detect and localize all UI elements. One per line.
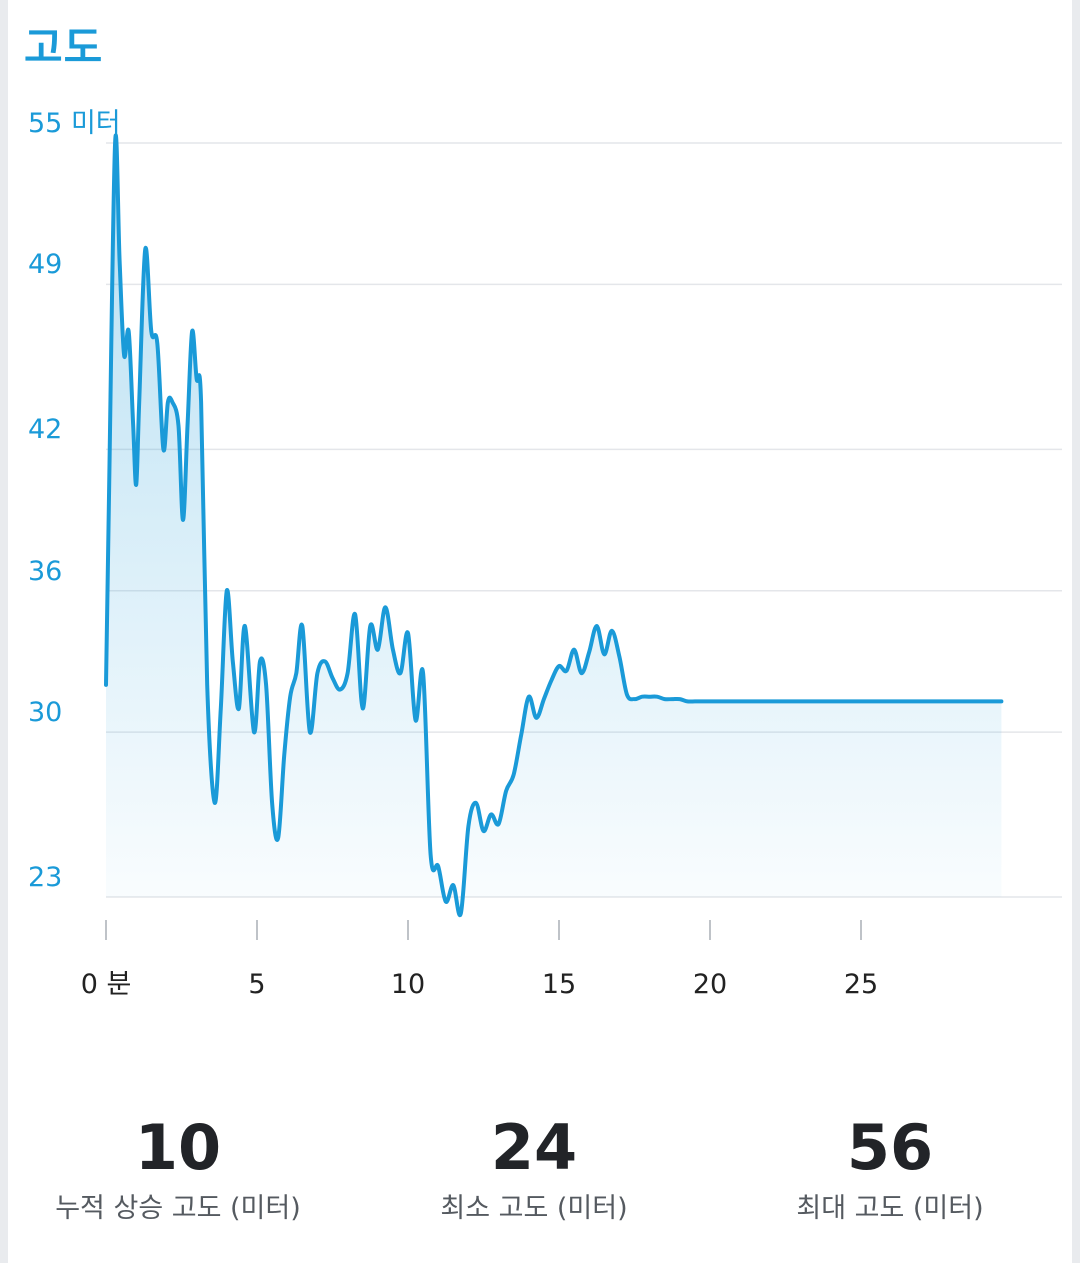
x-tick-label: 20 — [692, 969, 728, 1000]
elevation-chart — [104, 133, 1062, 940]
x-tick-label: 0 분 — [80, 969, 132, 1000]
stat-min-elevation: 24 최소 고도 (미터) — [364, 1112, 704, 1226]
stat-total-ascent: 10 누적 상승 고도 (미터) — [8, 1112, 348, 1226]
x-tick-label: 25 — [843, 969, 879, 1000]
stat-label: 최대 고도 (미터) — [796, 1193, 984, 1224]
x-tick-label: 5 — [248, 969, 266, 1000]
elevation-area-fill — [106, 135, 1002, 916]
y-tick-label: 42 — [28, 414, 63, 446]
y-tick-label: 23 — [28, 862, 63, 893]
stat-label: 누적 상승 고도 (미터) — [55, 1193, 301, 1224]
stat-max-elevation: 56 최대 고도 (미터) — [720, 1112, 1060, 1226]
stat-label: 최소 고도 (미터) — [440, 1193, 628, 1224]
elevation-line — [104, 133, 1004, 918]
stat-value: 10 — [134, 1111, 222, 1184]
y-tick-label: 49 — [28, 249, 63, 281]
x-tick-label: 15 — [541, 969, 577, 1000]
y-tick-label: 55 미터 — [28, 108, 121, 139]
elevation-card: 고도 55 미터 49 42 36 30 23 0 분 5 10 15 20 25 10 누적 상승… — [8, 0, 1072, 1263]
x-tick-label: 10 — [390, 969, 426, 1000]
y-tick-label: 30 — [28, 697, 63, 729]
stat-value: 56 — [846, 1111, 934, 1184]
x-tick-marks — [105, 920, 862, 940]
y-tick-label: 36 — [28, 555, 63, 587]
section-title: 고도 — [24, 23, 104, 72]
area-layer — [104, 133, 1004, 918]
stats-row: 10 누적 상승 고도 (미터) 24 최소 고도 (미터) 56 최대 고도 … — [8, 1112, 1072, 1242]
stat-value: 24 — [490, 1111, 578, 1184]
